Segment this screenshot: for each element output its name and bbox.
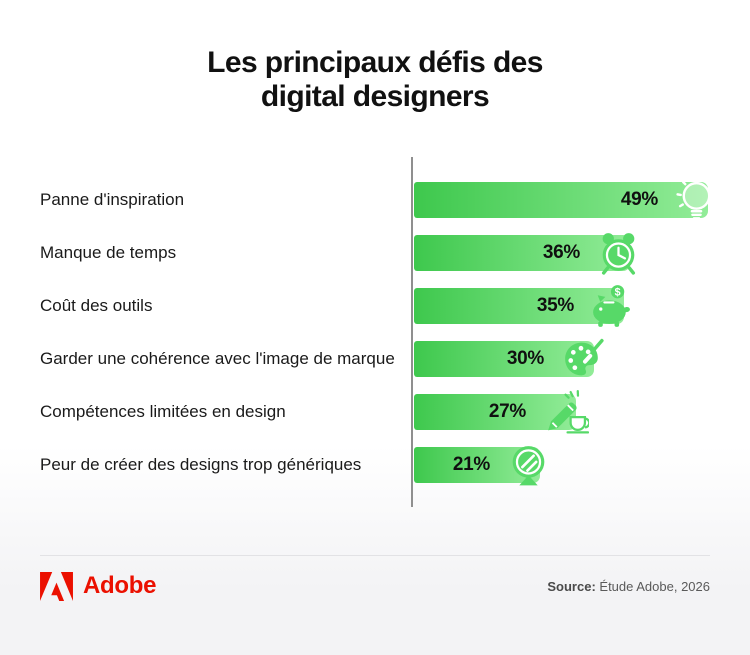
source-value: Étude Adobe, 2026 (595, 578, 710, 594)
bar: 30% (414, 338, 604, 377)
bar: 49% (414, 175, 717, 220)
bar-label: Panne d'inspiration (40, 189, 185, 209)
bar-value: 36% (542, 241, 580, 263)
bar-value: 30% (506, 347, 544, 369)
bar: 36% (414, 232, 636, 275)
chart-title-line2: digital designers (260, 80, 490, 113)
chart-title: Les principaux défis des digital designe… (0, 46, 750, 114)
bar-track: 27% (414, 389, 750, 434)
chart-rows: Panne d'inspiration 49% Manque de temps 36… (0, 157, 750, 491)
footer: Adobe Source: Étude Adobe, 2026 (40, 566, 710, 606)
bar-label: Coût des outils (40, 295, 153, 315)
bar-value: 21% (452, 453, 490, 475)
bar-value: 49% (620, 188, 658, 210)
bar-track: 49% (414, 175, 750, 220)
bar-value: 27% (488, 400, 526, 422)
bar-label: Manque de temps (40, 242, 177, 262)
y-axis-line (411, 157, 413, 507)
chart-row: Coût des outils 35% $ (0, 279, 750, 332)
chart-row: Panne d'inspiration 49% (0, 173, 750, 226)
chart-row: Peur de créer des designs trop générique… (0, 438, 750, 491)
adobe-logo: Adobe (40, 571, 157, 601)
bar: 35% $ (414, 284, 630, 327)
adobe-wordmark: Adobe (83, 572, 157, 599)
chart-row: Compétences limitées en design 27% (0, 385, 750, 438)
bar-track: 21% (414, 445, 750, 485)
footer-divider (40, 555, 710, 556)
chart-row: Manque de temps 36% (0, 226, 750, 279)
bar-label: Compétences limitées en design (40, 401, 286, 421)
bar-label: Garder une cohérence avec l'image de mar… (40, 348, 395, 368)
bar-track: 36% (414, 232, 750, 275)
chart-row: Garder une cohérence avec l'image de mar… (0, 332, 750, 385)
source-label: Source: (547, 578, 596, 594)
chart-title-line1: Les principaux défis des (207, 46, 543, 79)
bar: 21% (414, 445, 545, 485)
bar-chart: Panne d'inspiration 49% Manque de temps 36… (0, 157, 750, 509)
bar-track: 30% (414, 338, 750, 377)
adobe-mark-icon (40, 571, 73, 601)
bar-label: Peur de créer des designs trop générique… (40, 454, 362, 474)
bar-track: 35% $ (414, 284, 750, 327)
bar: 27% (414, 389, 589, 434)
bar-value: 35% (536, 294, 574, 316)
source-text: Source: Étude Adobe, 2026 (547, 579, 710, 594)
